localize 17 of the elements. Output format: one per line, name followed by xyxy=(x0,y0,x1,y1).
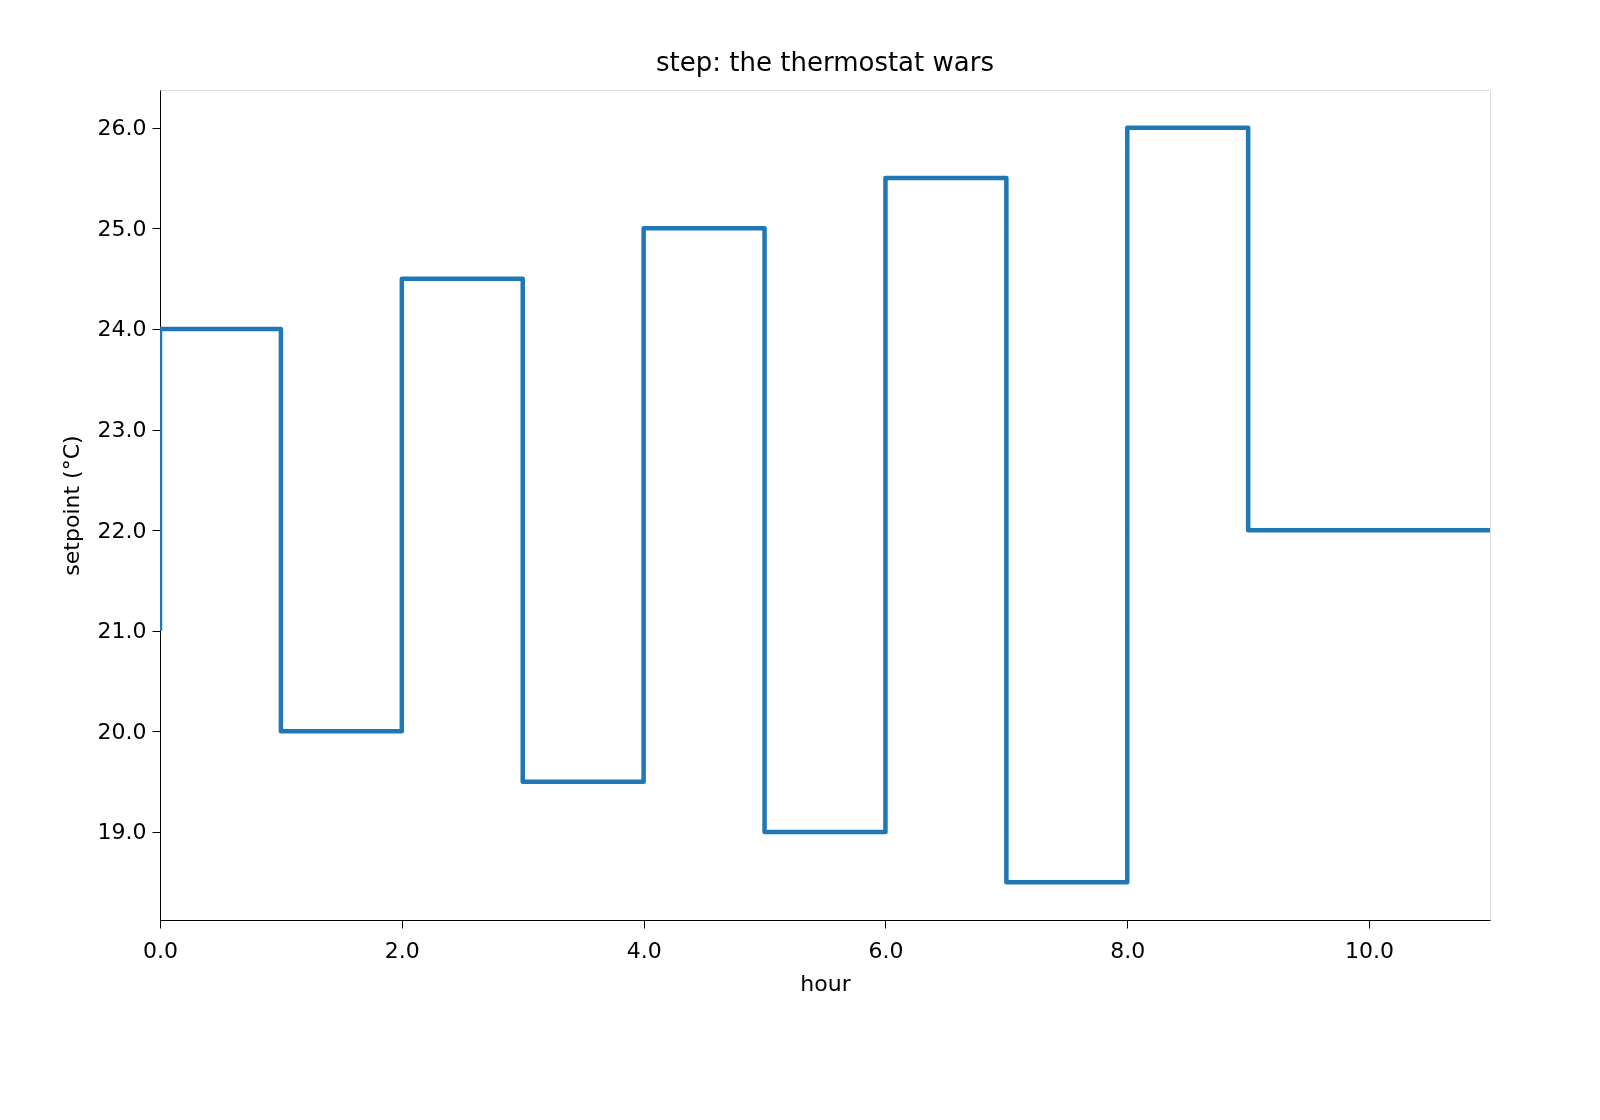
y-tick-label: 23.0 xyxy=(97,417,147,443)
y-tick-label: 26.0 xyxy=(97,115,147,141)
y-tick-label: 21.0 xyxy=(97,618,147,644)
x-tick-label: 6.0 xyxy=(868,937,904,963)
y-tick-label: 22.0 xyxy=(97,517,147,543)
y-tick-label: 24.0 xyxy=(97,316,147,342)
x-tick-label: 0.0 xyxy=(143,937,178,963)
y-tick-label: 19.0 xyxy=(97,819,147,845)
x-tick-label: 10.0 xyxy=(1345,937,1395,963)
chart-title: step: the thermostat wars xyxy=(656,47,994,77)
x-tick-label: 2.0 xyxy=(384,937,420,963)
y-axis-title: setpoint (°C) xyxy=(58,435,84,576)
x-axis-title: hour xyxy=(800,970,852,996)
x-tick-label: 4.0 xyxy=(626,937,662,963)
y-tick-label: 25.0 xyxy=(97,215,147,241)
y-tick-label: 20.0 xyxy=(97,718,147,744)
x-tick-label: 8.0 xyxy=(1110,937,1146,963)
